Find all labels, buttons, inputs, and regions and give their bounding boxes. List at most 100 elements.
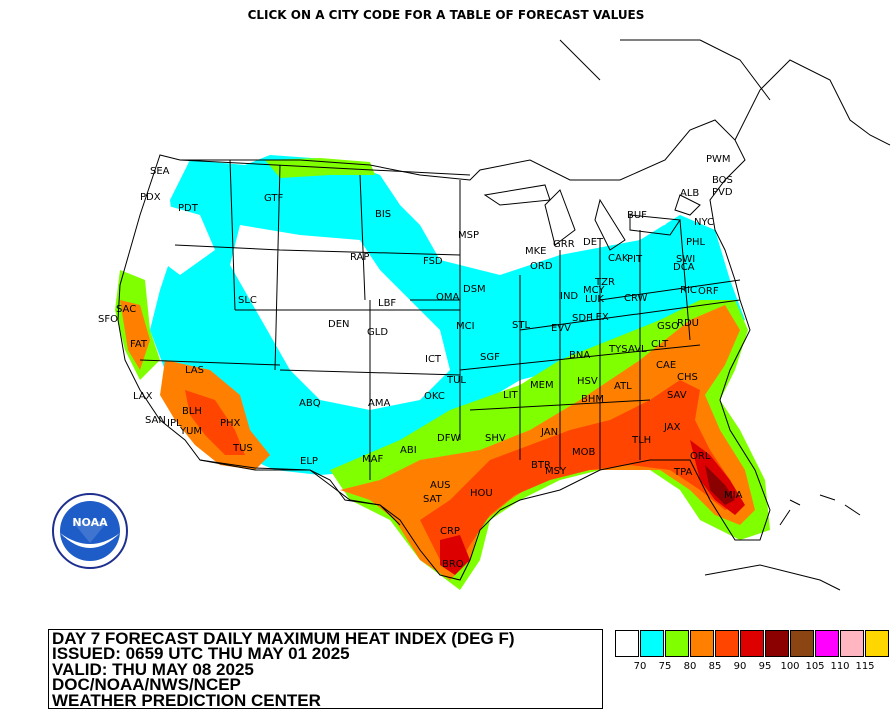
- city-mob[interactable]: MOB: [572, 447, 595, 458]
- city-slc[interactable]: SLC: [238, 295, 257, 306]
- scale-swatch: [840, 630, 864, 657]
- city-gtf[interactable]: GTF: [264, 193, 284, 204]
- city-pwm[interactable]: PWM: [706, 154, 731, 165]
- city-sav[interactable]: SAV: [667, 390, 687, 401]
- city-dsm[interactable]: DSM: [463, 284, 486, 295]
- city-sgf[interactable]: SGF: [480, 352, 500, 363]
- city-dca[interactable]: DCA: [673, 262, 695, 273]
- city-bos[interactable]: BOS: [712, 175, 733, 186]
- city-bhm[interactable]: BHM: [581, 394, 604, 405]
- noaa-logo-text: NOAA: [72, 516, 108, 529]
- city-jan[interactable]: JAN: [540, 427, 558, 438]
- heat-index-fields: [115, 155, 770, 590]
- city-mia[interactable]: MIA: [724, 490, 743, 501]
- city-blh[interactable]: BLH: [182, 406, 202, 417]
- city-mci[interactable]: MCI: [456, 321, 475, 332]
- city-phl[interactable]: PHL: [686, 237, 706, 248]
- city-mke[interactable]: MKE: [525, 246, 547, 257]
- city-bna[interactable]: BNA: [569, 350, 590, 361]
- city-shv[interactable]: SHV: [485, 433, 506, 444]
- city-san[interactable]: SAN: [145, 415, 166, 426]
- city-oma[interactable]: OMA: [436, 292, 459, 303]
- city-pit[interactable]: PIT: [627, 254, 643, 265]
- city-lex[interactable]: LEX: [590, 312, 609, 323]
- city-gld[interactable]: GLD: [367, 327, 388, 338]
- city-sac[interactable]: SAC: [116, 304, 136, 315]
- city-sdf[interactable]: SDF: [572, 313, 592, 324]
- city-pvd[interactable]: PVD: [712, 187, 733, 198]
- city-orf[interactable]: ORF: [698, 286, 719, 297]
- scale-swatch: [690, 630, 714, 657]
- city-tus[interactable]: TUS: [232, 443, 253, 454]
- city-cak[interactable]: CAK: [608, 253, 629, 264]
- city-chs[interactable]: CHS: [677, 372, 698, 383]
- city-sea[interactable]: SEA: [150, 166, 170, 177]
- city-okc[interactable]: OKC: [424, 391, 445, 402]
- city-msy[interactable]: MSY: [545, 466, 567, 477]
- city-cae[interactable]: CAE: [656, 360, 676, 371]
- city-abq[interactable]: ABQ: [299, 398, 321, 409]
- city-btr[interactable]: BTR: [531, 460, 551, 471]
- city-lit[interactable]: LIT: [503, 390, 519, 401]
- city-aus[interactable]: AUS: [430, 480, 451, 491]
- city-mem[interactable]: MEM: [530, 380, 554, 391]
- city-dfw[interactable]: DFW: [437, 433, 460, 444]
- city-evv[interactable]: EVV: [551, 323, 571, 334]
- city-tul[interactable]: TUL: [446, 375, 466, 386]
- city-alb[interactable]: ALB: [680, 188, 699, 199]
- city-tpa[interactable]: TPA: [673, 467, 692, 478]
- city-ict[interactable]: ICT: [425, 354, 442, 365]
- city-buf[interactable]: BUF: [627, 210, 647, 221]
- city-orl[interactable]: ORL: [690, 451, 711, 462]
- city-sfo[interactable]: SFO: [98, 314, 118, 325]
- city-rdu[interactable]: RDU: [677, 318, 699, 329]
- city-den[interactable]: DEN: [328, 319, 350, 330]
- city-ric[interactable]: RIC: [680, 285, 697, 296]
- city-tys[interactable]: TYS: [608, 344, 628, 355]
- city-swi[interactable]: SWI: [676, 254, 695, 265]
- city-hsv[interactable]: HSV: [577, 376, 598, 387]
- city-hou[interactable]: HOU: [470, 488, 493, 499]
- city-phx[interactable]: PHX: [220, 418, 241, 429]
- city-elp[interactable]: ELP: [300, 456, 318, 467]
- city-jax[interactable]: JAX: [663, 422, 681, 433]
- city-nyc[interactable]: NYC: [694, 217, 714, 228]
- city-bro[interactable]: BRO: [442, 559, 464, 570]
- city-crp[interactable]: CRP: [440, 526, 460, 537]
- city-ama[interactable]: AMA: [368, 398, 390, 409]
- city-pdx[interactable]: PDX: [140, 192, 161, 203]
- city-det[interactable]: DET: [583, 237, 604, 248]
- city-crw[interactable]: CRW: [624, 293, 648, 304]
- city-tzr[interactable]: TZR: [594, 277, 615, 288]
- city-abi[interactable]: ABI: [400, 445, 417, 456]
- city-lbf[interactable]: LBF: [378, 298, 396, 309]
- city-pdt[interactable]: PDT: [178, 203, 199, 214]
- city-codes[interactable]: SEA PDX PDT GTF BIS MSP FSD RAP SAC SFO …: [98, 154, 743, 570]
- city-ord[interactable]: ORD: [530, 261, 553, 272]
- field-100-fl: [705, 465, 735, 505]
- scale-label: 100: [780, 661, 800, 672]
- city-lax[interactable]: LAX: [133, 391, 153, 402]
- city-ind[interactable]: IND: [560, 291, 578, 302]
- city-las[interactable]: LAS: [185, 365, 204, 376]
- city-maf[interactable]: MAF: [362, 454, 383, 465]
- city-mcy[interactable]: MCY: [583, 285, 605, 296]
- city-bis[interactable]: BIS: [375, 209, 391, 220]
- city-sat[interactable]: SAT: [423, 494, 443, 505]
- city-tlh[interactable]: TLH: [631, 435, 651, 446]
- city-fsd[interactable]: FSD: [423, 256, 443, 267]
- great-lakes: [483, 184, 701, 251]
- city-rap[interactable]: RAP: [350, 252, 369, 263]
- city-fat[interactable]: FAT: [130, 339, 148, 350]
- city-msp[interactable]: MSP: [458, 230, 479, 241]
- city-avl[interactable]: AVL: [628, 344, 647, 355]
- city-gso[interactable]: GSO: [657, 321, 679, 332]
- city-yum[interactable]: YUM: [179, 426, 202, 437]
- city-stl[interactable]: STL: [512, 320, 530, 331]
- city-ipl[interactable]: IPL: [167, 418, 182, 429]
- city-atl[interactable]: ATL: [614, 381, 632, 392]
- city-luk[interactable]: LUK: [585, 294, 604, 305]
- canada-border: [179, 159, 471, 176]
- city-clt[interactable]: CLT: [651, 339, 669, 350]
- city-grr[interactable]: GRR: [553, 239, 575, 250]
